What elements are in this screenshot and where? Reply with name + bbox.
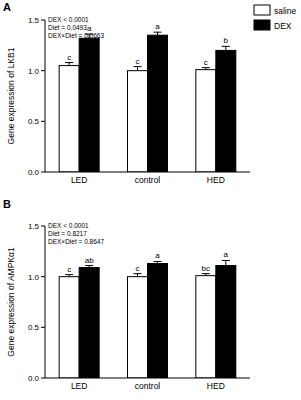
significance-letter: c [67,53,71,62]
bar [216,50,236,172]
y-tick [41,276,45,277]
y-tick-label: 0.0 [28,374,40,383]
stats-text: DEX < 0.0001 [48,16,89,23]
bar [59,277,79,378]
bar [128,277,148,378]
bar [196,70,216,172]
error-bar [134,67,142,71]
stats-text: DEX×Diet = 0.8647 [48,238,104,245]
stats-text: Diet = 0.0493 [48,24,87,31]
error-bar [65,63,73,66]
significance-letter: ab [85,256,94,265]
error-cap [202,67,210,68]
panel-label: B [3,198,11,210]
y-tick [41,70,45,71]
significance-letter: a [224,250,229,259]
legend-label: saline [274,6,296,16]
error-bar [134,274,142,277]
y-tick-label: 1.0 [28,67,40,76]
y-axis-label: Gene expression of LKB1 [6,47,16,144]
y-tick [41,20,45,21]
plot-area [59,32,236,172]
significance-letter: b [224,36,229,45]
bar [148,35,168,172]
bar [196,276,216,378]
significance-letter: a [155,22,160,31]
bar [59,66,79,172]
error-bar [65,275,73,277]
error-cap [154,32,162,33]
significance-letter: c [204,58,208,67]
x-axis [45,378,250,379]
error-bar [154,261,162,263]
figure: AGene expression of LKB1cccaab0.00.51.01… [0,0,301,400]
y-tick [41,226,45,227]
x-tick-label: control [135,175,161,185]
stats-text: DEX < 0.0001 [48,222,89,229]
y-tick [41,121,45,122]
error-bar [154,32,162,35]
y-tick [41,378,45,379]
y-tick [41,327,45,328]
legend-label: DEX [274,21,292,31]
bar [79,268,99,378]
legend-swatch [254,20,270,30]
error-cap [134,66,142,67]
error-bar [222,260,230,265]
x-axis [45,172,250,173]
error-cap [154,261,162,262]
significance-letter: c [67,265,71,274]
error-cap [65,274,73,275]
error-cap [202,273,210,274]
x-tick-label: HED [207,175,225,185]
error-bar [85,266,93,268]
error-line [225,46,226,50]
y-axis [45,226,46,378]
bar [216,266,236,378]
y-tick [41,172,45,173]
x-tick-label: LED [71,175,88,185]
error-cap [222,46,230,47]
bar [148,263,168,378]
bar [79,38,99,172]
error-bar [222,46,230,50]
y-tick-label: 0.5 [28,323,40,332]
plot-area [59,260,236,378]
chart: B Gene expression of AMPKα1 c c bc ab a a 0.0 0.5… [3,198,250,391]
error-cap [65,62,73,63]
chart: AGene expression of LKB1cccaab0.00.51.01… [3,1,296,185]
significance-letter: a [155,251,160,260]
x-tick-label: LED [71,381,88,391]
x-tick-label: HED [207,381,225,391]
y-axis-label: Gene expression of AMPKα1 [6,247,16,357]
y-tick-label: 1.5 [28,222,40,231]
y-axis [45,20,46,172]
significance-letter: bc [202,264,210,273]
error-line [225,260,226,265]
error-cap [134,273,142,274]
error-cap [222,260,230,261]
x-tick-label: control [135,381,161,391]
stats-text: DEX×Diet = 0.0663 [48,32,104,39]
panel-label: A [3,1,11,13]
error-bar [202,68,210,70]
significance-letter: c [136,57,140,66]
y-tick-label: 1.5 [28,16,40,25]
y-tick-label: 0.5 [28,117,40,126]
y-tick-label: 1.0 [28,273,40,282]
error-cap [85,265,93,266]
significance-letter: c [136,264,140,273]
bar [128,71,148,172]
y-tick-label: 0.0 [28,168,40,177]
error-bar [202,274,210,276]
legend-swatch [254,5,270,15]
error-line [137,67,138,71]
stats-text: Diet = 0.8217 [48,230,87,237]
